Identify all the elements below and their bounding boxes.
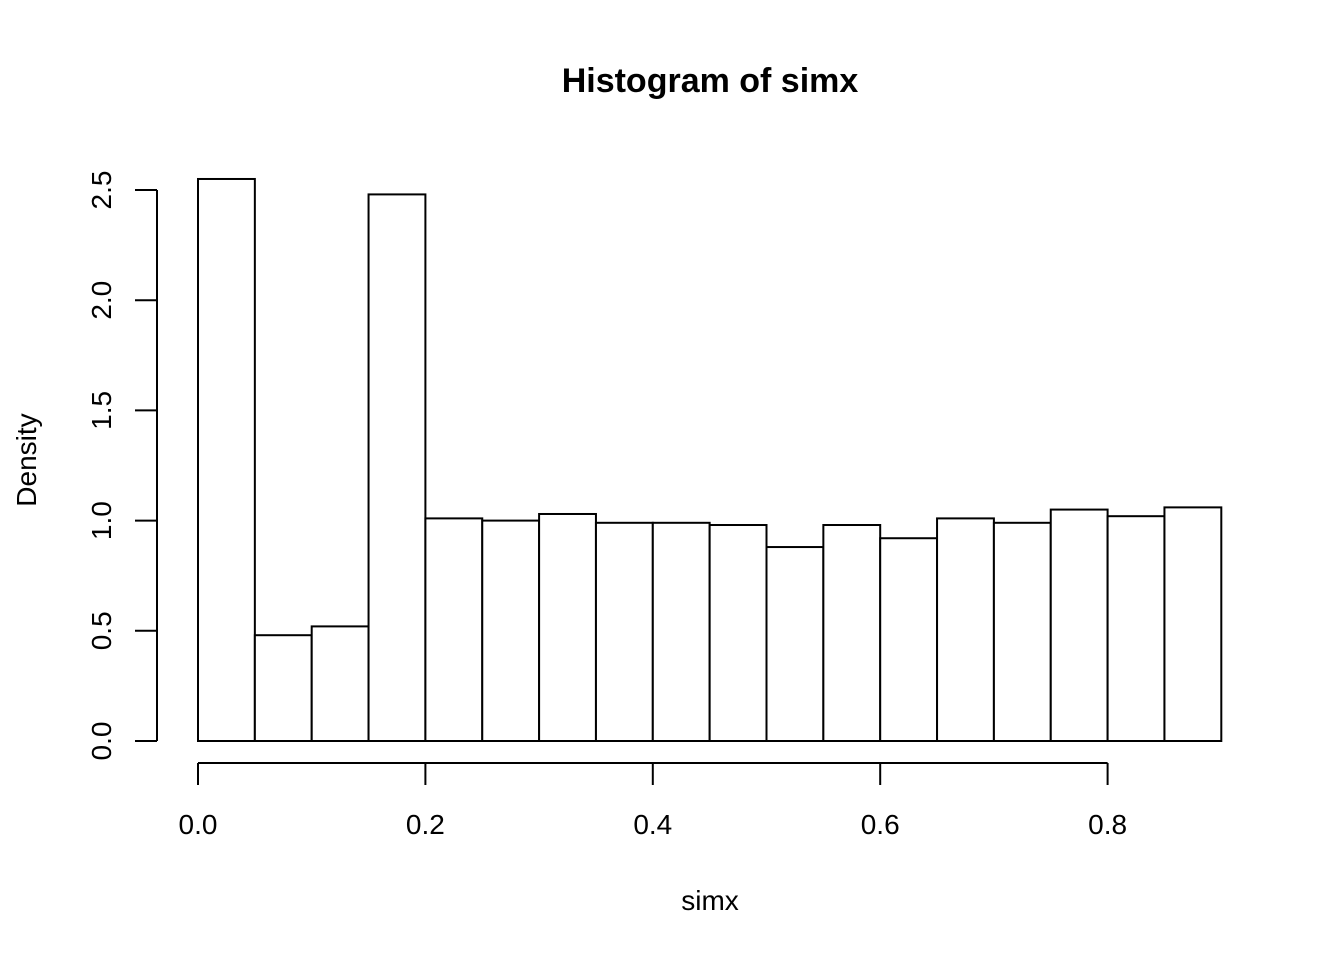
histogram-bar: [1049, 508, 1109, 742]
y-tick-label: 2.0: [86, 281, 117, 320]
histogram-bar: [708, 524, 768, 742]
histogram-bar: [310, 625, 370, 743]
histogram-bar: [765, 546, 825, 742]
histogram-bar: [822, 524, 882, 742]
histogram-bar: [253, 634, 313, 743]
x-tick-label: 0.0: [179, 809, 218, 840]
chart-title: Histogram of simx: [562, 62, 859, 100]
y-tick-label: 0.5: [86, 611, 117, 650]
x-tick-label: 0.2: [406, 809, 445, 840]
x-tick-label: 0.8: [1088, 809, 1127, 840]
x-axis-label: simx: [681, 885, 739, 916]
x-tick-label: 0.6: [861, 809, 900, 840]
y-tick-label: 2.5: [86, 171, 117, 210]
histogram-bar: [1163, 506, 1223, 742]
histogram-bar: [481, 519, 541, 742]
y-tick-label: 0.0: [86, 722, 117, 761]
y-tick-label: 1.0: [86, 501, 117, 540]
histogram-bar: [538, 512, 597, 742]
x-axis: 0.0 0.2 0.4 0.6 0.8: [179, 762, 1127, 840]
histogram-bar: [651, 521, 711, 743]
histogram-bar: [197, 177, 256, 743]
histogram-bar: [936, 517, 995, 742]
histogram-bar: [992, 521, 1052, 743]
y-axis-label: Density: [11, 413, 42, 506]
y-axis: 0.0 0.5 1.0 1.5 2.0 2.5: [86, 171, 158, 761]
histogram-bar: [1106, 515, 1166, 743]
histogram-bar: [424, 517, 484, 742]
histogram-bar: [367, 193, 427, 742]
histogram-bar: [879, 537, 939, 742]
bars-group: [197, 177, 1223, 743]
y-tick-label: 1.5: [86, 391, 117, 430]
histogram-bar: [594, 521, 654, 743]
x-tick-label: 0.4: [633, 809, 672, 840]
